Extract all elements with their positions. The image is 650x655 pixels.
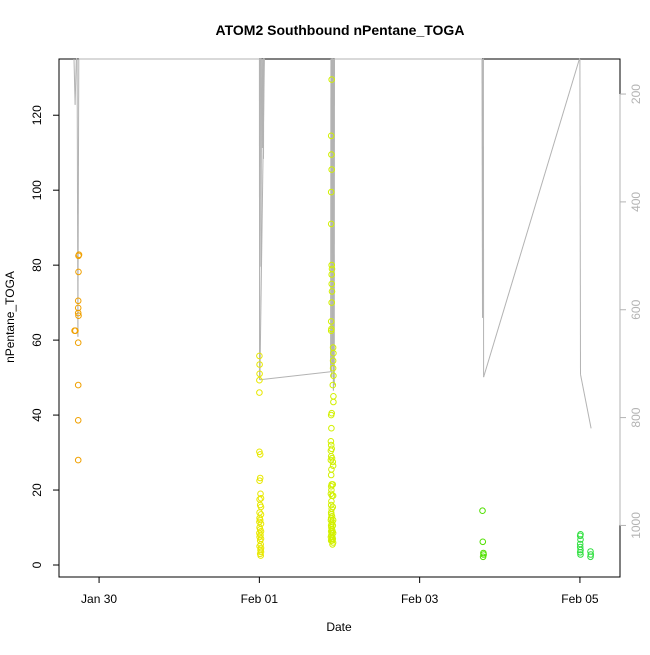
data-point <box>330 382 336 388</box>
y-tick-label: 60 <box>30 333 44 347</box>
y-axis-label: nPentane_TOGA <box>3 271 17 363</box>
x-tick-label: Jan 30 <box>81 592 117 606</box>
y-axis: 0 20 40 60 80 100 120 <box>30 105 59 568</box>
data-point <box>331 399 337 405</box>
trace-segment <box>78 59 79 337</box>
x-tick-label: Feb 03 <box>401 592 439 606</box>
y2-axis: 200 400 600 800 1000 <box>620 84 643 539</box>
x-tick-label: Feb 05 <box>561 592 599 606</box>
y-tick-label: 120 <box>30 105 44 125</box>
y-tick-label: 40 <box>30 408 44 422</box>
y2-tick-label: 400 <box>629 192 643 212</box>
x-axis: Jan 30 Feb 01 Feb 03 Feb 05 <box>81 577 599 606</box>
data-point <box>480 508 486 514</box>
trace-segment <box>260 372 331 380</box>
data-point <box>75 382 81 388</box>
data-point <box>329 446 335 452</box>
data-point <box>75 340 81 346</box>
x-tick-label: Feb 01 <box>241 592 279 606</box>
y-tick-label: 100 <box>30 180 44 200</box>
y2-tick-label: 800 <box>629 407 643 427</box>
data-point <box>329 425 335 431</box>
y2-tick-label: 600 <box>629 299 643 319</box>
x-axis-label: Date <box>326 620 352 634</box>
data-point <box>75 418 81 424</box>
data-point <box>328 472 334 478</box>
y2-tick-label: 200 <box>629 84 643 104</box>
y-tick-label: 80 <box>30 258 44 272</box>
trace-segment <box>581 374 592 428</box>
chart-title: ATOM2 Southbound nPentane_TOGA <box>216 22 465 38</box>
data-point <box>257 544 263 550</box>
trace-segment <box>484 59 580 377</box>
y-tick-label: 0 <box>30 561 44 568</box>
data-point <box>331 394 337 400</box>
data-point <box>75 457 81 463</box>
data-point <box>257 390 263 396</box>
data-point <box>480 539 486 545</box>
plot-frame <box>59 59 620 577</box>
y2-tick-label: 1000 <box>629 512 643 539</box>
trace-segment <box>580 59 581 374</box>
data-point <box>258 504 264 510</box>
y-tick-label: 20 <box>30 483 44 497</box>
trace-segment <box>75 59 76 105</box>
